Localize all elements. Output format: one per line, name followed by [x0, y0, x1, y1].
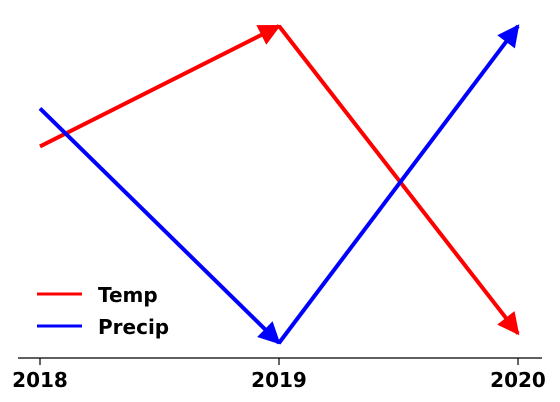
x-tick-label-2020: 2020	[490, 368, 546, 392]
x-axis-ticks: 2018 2019 2020	[12, 358, 546, 392]
legend-label-precip: Precip	[98, 315, 169, 339]
series-temp-segment-2018-2019	[39, 24, 281, 149]
legend-label-temp: Temp	[98, 283, 158, 307]
series-precip-segment-2019-2020	[277, 24, 520, 345]
series-precip-segment-2018-2019	[38, 106, 281, 345]
series-precip	[38, 24, 520, 345]
x-tick-label-2018: 2018	[12, 368, 68, 392]
series-layer	[38, 24, 520, 345]
x-tick-label-2019: 2019	[251, 368, 307, 392]
series-temp-segment-2019-2020	[277, 24, 520, 336]
series-temp	[39, 24, 520, 336]
legend: Temp Precip	[37, 283, 169, 339]
